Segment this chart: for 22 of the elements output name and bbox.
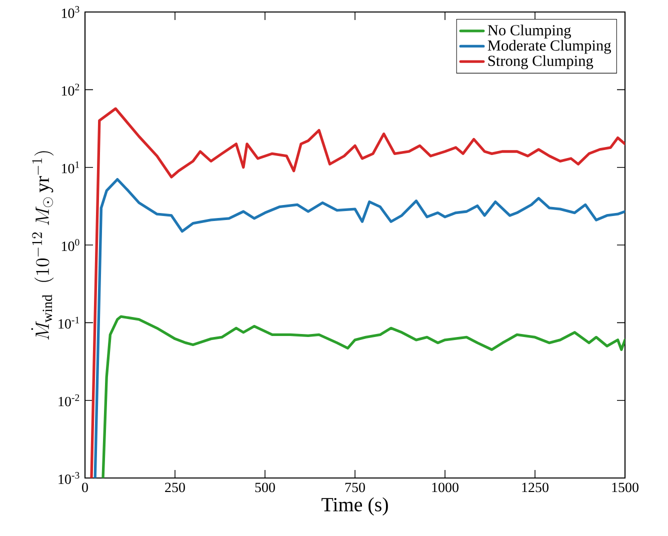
x-axis-title: Time (s): [322, 497, 388, 516]
line-series: [94, 178, 626, 478]
y-axis-title: $\dot{M}_{\rm wind}\ \ (10^{-12}\ M_\odot\,{\rm yr}^{-1})$: [31, 151, 54, 340]
x-tick-label: 0: [82, 482, 88, 492]
y-tick-label: 10$^{0}$: [62, 239, 80, 251]
legend-label: No Clumping: [488, 24, 571, 39]
y-tick-label: 10$^{-3}$: [58, 472, 80, 484]
x-tick-label: 1500: [612, 482, 638, 492]
x-tick-label: 1000: [432, 482, 458, 492]
line-series: [90, 107, 626, 478]
x-tick-label: 750: [345, 482, 365, 492]
y-tick-label: 10$^{2}$: [62, 84, 80, 96]
y-tick-label: 10$^{-2}$: [58, 394, 80, 406]
legend-label: Moderate Clumping: [488, 40, 612, 54]
y-tick-label: 10$^{-1}$: [58, 316, 80, 329]
y-tick-label: 10$^{1}$: [62, 161, 80, 174]
y-tick-label: 10$^{3}$: [62, 6, 80, 18]
x-tick-label: 250: [165, 482, 185, 492]
line-series: [102, 315, 626, 478]
legend-label: Strong Clumping: [488, 55, 594, 70]
x-tick-label: 500: [255, 482, 275, 492]
x-tick-label: 1250: [522, 482, 548, 492]
